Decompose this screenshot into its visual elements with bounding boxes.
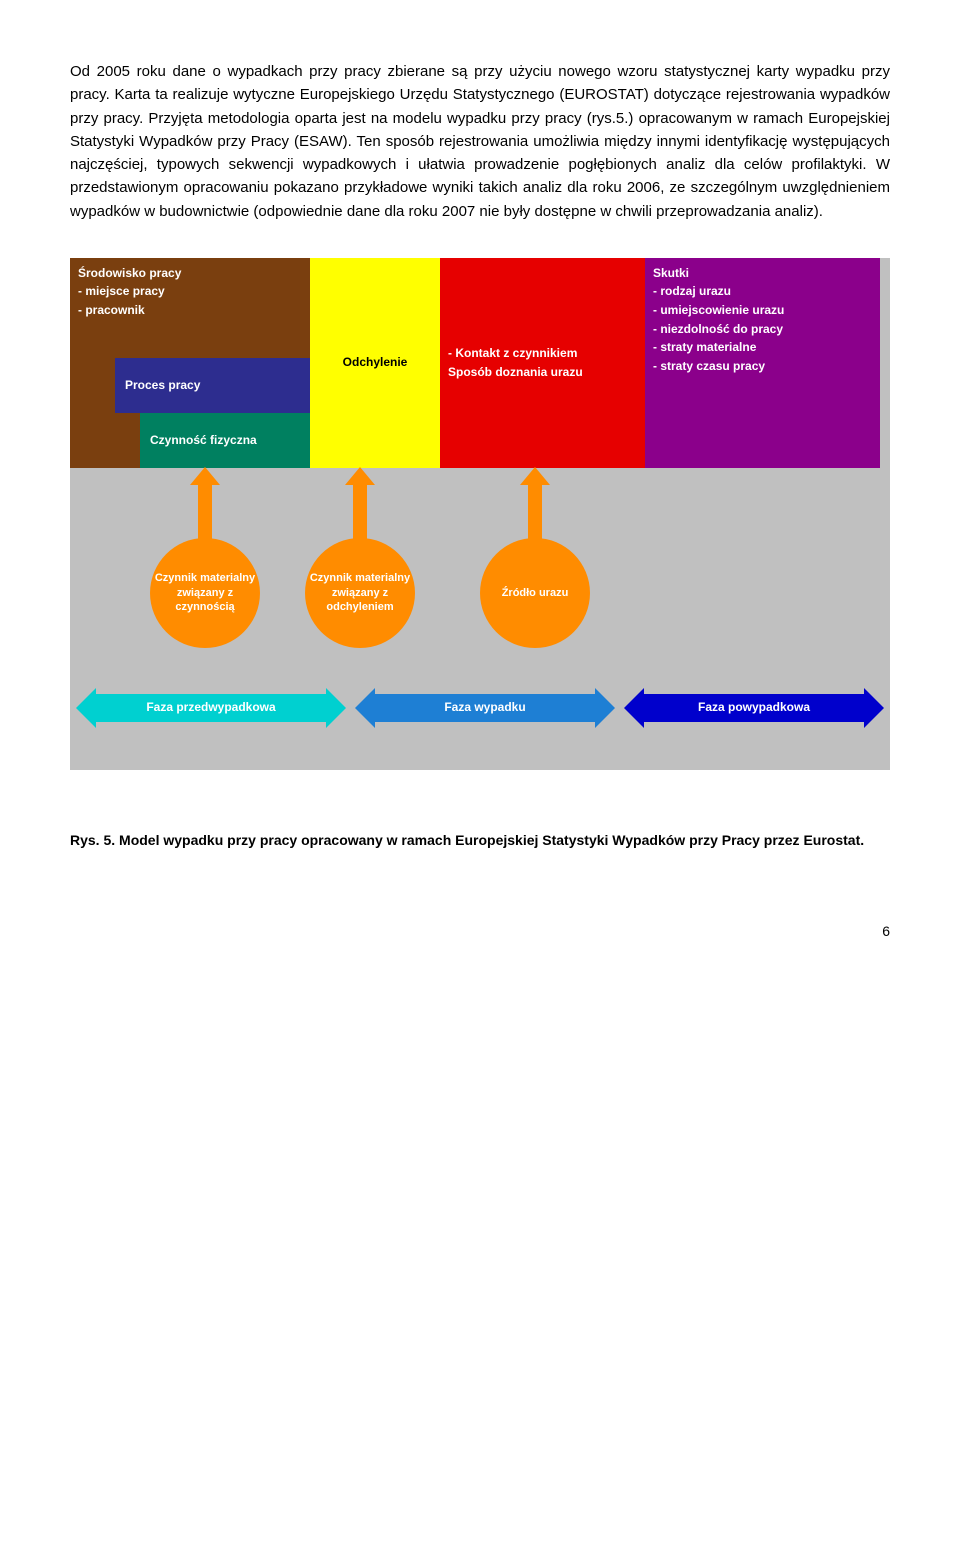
arrow-stem xyxy=(198,483,212,539)
figure-caption: Rys. 5. Model wypadku przy pracy opracow… xyxy=(70,830,890,852)
process-block: Proces pracy xyxy=(115,358,310,413)
page-number: 6 xyxy=(70,921,890,943)
factor-circle-deviation: Czynnik materialny związany z odchylenie… xyxy=(305,538,415,648)
circle-label: Źródło urazu xyxy=(502,586,569,600)
phase-row: Faza przedwypadkowa Faza wypadku Faza po… xyxy=(76,688,884,728)
deviation-block: Odchylenie xyxy=(310,258,440,468)
factor-circle-activity: Czynnik materialny związany z czynnością xyxy=(150,538,260,648)
arrow-stem xyxy=(528,483,542,539)
body-paragraph: Od 2005 roku dane o wypadkach przy pracy… xyxy=(70,60,890,223)
phase-pre-accident: Faza przedwypadkowa xyxy=(76,688,346,728)
effects-item: - straty czasu pracy xyxy=(653,357,872,376)
activity-label: Czynność fizyczna xyxy=(150,431,257,450)
env-item: - miejsce pracy xyxy=(78,282,302,301)
process-label: Proces pracy xyxy=(125,376,200,395)
env-title: Środowisko pracy xyxy=(78,264,302,283)
contact-line2: Sposób doznania urazu xyxy=(448,363,637,382)
effects-item: - niezdolność do pracy xyxy=(653,320,872,339)
effects-block: Skutki - rodzaj urazu - umiejscowienie u… xyxy=(645,258,880,468)
activity-block: Czynność fizyczna xyxy=(140,413,310,468)
env-item: - pracownik xyxy=(78,301,302,320)
phase-post-accident: Faza powypadkowa xyxy=(624,688,884,728)
accident-model-diagram: Środowisko pracy - miejsce pracy - praco… xyxy=(70,258,890,770)
effects-title: Skutki xyxy=(653,264,872,283)
circle-label: Czynnik materialny związany z czynnością xyxy=(150,571,260,614)
effects-item: - umiejscowienie urazu xyxy=(653,301,872,320)
deviation-label: Odchylenie xyxy=(343,353,408,372)
factor-circle-injury-source: Źródło urazu xyxy=(480,538,590,648)
effects-item: - straty materialne xyxy=(653,338,872,357)
contact-line1: - Kontakt z czynnikiem xyxy=(448,344,637,363)
effects-item: - rodzaj urazu xyxy=(653,282,872,301)
arrow-stem xyxy=(353,483,367,539)
contact-block: - Kontakt z czynnikiem Sposób doznania u… xyxy=(440,258,645,468)
circle-label: Czynnik materialny związany z odchylenie… xyxy=(305,571,415,614)
phase-accident: Faza wypadku xyxy=(355,688,615,728)
